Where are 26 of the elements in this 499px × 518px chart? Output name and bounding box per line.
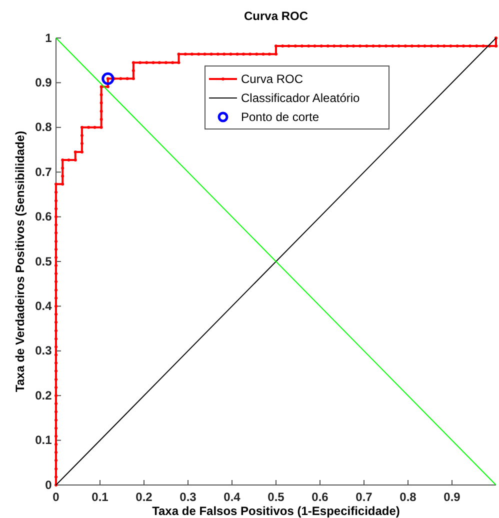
- x-tick-label: 0.6: [312, 490, 329, 504]
- x-tick-label: 0.9: [444, 490, 461, 504]
- y-tick-label: 0.5: [35, 254, 52, 268]
- x-tick-label: 0.2: [136, 490, 153, 504]
- y-tick-label: 0.2: [35, 388, 52, 402]
- y-axis-title: Taxa de Verdadeiros Positivos (Sensibilidade): [13, 130, 27, 392]
- y-tick-label: 0.9: [35, 76, 52, 90]
- x-tick-label: 0.1: [92, 490, 109, 504]
- y-tick-label: 0.4: [35, 299, 52, 314]
- y-tick-label: 0.3: [35, 344, 52, 358]
- legend-label: Ponto de corte: [241, 110, 320, 124]
- legend-label: Curva ROC: [241, 72, 304, 86]
- y-tick-label: 0.7: [35, 164, 52, 179]
- x-tick-label: 0.7: [356, 490, 373, 504]
- y-tick-label: 1: [45, 30, 52, 45]
- y-tick-label: 0.1: [35, 433, 52, 448]
- x-tick-label: 0.4: [224, 490, 241, 504]
- legend-label: Classificador Aleatório: [241, 91, 360, 105]
- x-axis-title: Taxa de Falsos Positivos (1-Especificidade): [152, 504, 400, 518]
- y-tick-label: 0.6: [35, 210, 52, 224]
- x-tick-label: 0.5: [268, 490, 285, 504]
- y-tick-label: 0.8: [35, 120, 52, 134]
- y-tick-label: 0: [45, 478, 52, 492]
- chart-title: Curva ROC: [244, 9, 308, 23]
- x-tick-label: 0.3: [180, 490, 197, 504]
- x-tick-label: 0.8: [400, 490, 417, 504]
